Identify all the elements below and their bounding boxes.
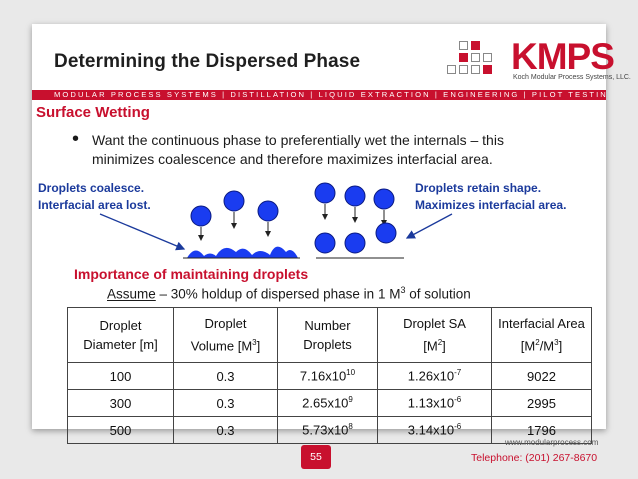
table-row: 300 0.3 2.65x109 1.13x10-6 2995 [67,389,592,417]
sa-base: 3.14x10 [407,422,455,438]
header-number: Number Droplets [277,307,378,363]
number-base: 5.73x10 [302,422,349,438]
assume-body: – 30% holdup of dispersed phase in 1 M [155,286,401,302]
footer-phone: Telephone: (201) 267-8670 [471,452,598,464]
assume-tail: of solution [405,286,471,302]
droplet-table: Droplet Diameter [m] Droplet Volume [M3]… [67,307,592,444]
sa-exponent: -7 [454,368,462,378]
number-exponent: 9 [348,395,353,405]
retained-droplet [375,222,397,244]
header-line1: Droplet SA [403,316,466,332]
page-number: 55 [301,445,331,469]
header-droplet-sa: Droplet SA [M2] [377,307,492,363]
bullet-text: Want the continuous phase to preferentia… [92,132,504,167]
falling-droplet [190,205,212,227]
header-exponent: 2 [437,338,443,348]
sa-base: 1.26x10 [407,368,455,384]
assume-word: Assume [107,286,156,302]
number-base: 2.65x10 [302,395,349,411]
header-tail: ] [442,338,446,354]
cell-interfacial-area: 1796 [491,416,592,444]
header-line1: Number [304,318,351,333]
header-line2: Diameter [m] [83,337,158,352]
cell-volume: 0.3 [173,389,278,417]
cell-volume: 0.3 [173,416,278,444]
header-line1: Droplet [204,316,247,332]
cell-droplet-sa: 1.26x10-7 [377,362,492,390]
header-diameter: Droplet Diameter [m] [67,307,174,363]
footer-url: www.modularprocess.com [505,438,599,447]
cell-diameter: 500 [67,416,174,444]
cell-diameter: 100 [67,362,174,390]
header-line2: [M [520,338,536,354]
cell-number: 7.16x1010 [277,362,378,390]
retain-label-line2: Maximizes interfacial area. [415,198,567,212]
retained-droplet [344,232,366,254]
table-row: 100 0.3 7.16x1010 1.26x10-7 9022 [67,362,592,390]
assume-exponent: 3 [400,285,406,295]
bullet-icon: • [72,128,80,150]
header-interfacial-area: Interfacial Area [M2/M3] [491,307,592,363]
coalesce-label: Droplets coalesce. Interfacial area lost… [38,180,151,214]
sa-exponent: -6 [454,395,462,405]
cell-interfacial-area: 9022 [491,362,592,390]
slide-title: Determining the Dispersed Phase [54,51,361,72]
logo-grid-icon [447,41,507,83]
logo-subtitle: Koch Modular Process Systems, LLC. [513,74,631,81]
importance-heading: Importance of maintaining droplets [74,266,309,282]
coalesce-pointer-arrow [99,213,186,251]
header-line1: Interfacial Area [498,316,585,332]
logo-wordmark: KMPS [511,36,615,77]
sa-exponent: -6 [454,422,462,432]
falling-droplet [344,185,366,207]
section-heading: Surface Wetting [36,104,150,121]
header-line2: [M [423,338,438,354]
number-exponent: 10 [346,368,356,378]
header-line2: Droplets [303,337,352,352]
header-exponent-2: 3 [554,338,559,348]
coalesce-label-line1: Droplets coalesce. [38,181,145,195]
header-exponent: 2 [535,338,540,348]
assumption-text: Assume – 30% holdup of dispersed phase i… [107,285,471,302]
cell-interfacial-area: 2995 [491,389,592,417]
retain-pointer-arrow [405,213,453,239]
falling-droplet [314,182,336,204]
retained-droplet [314,232,336,254]
cell-number: 2.65x109 [277,389,378,417]
header-line1: Droplet [99,318,142,333]
falling-droplet [223,190,245,212]
header-tail-2: ] [558,338,563,354]
cell-droplet-sa: 1.13x10-6 [377,389,492,417]
header-volume: Droplet Volume [M3] [173,307,278,363]
coalesce-label-line2: Interfacial area lost. [38,198,151,212]
sa-base: 1.13x10 [407,395,455,411]
cell-droplet-sa: 3.14x10-6 [377,416,492,444]
header-tail: /M [539,338,555,354]
cell-volume: 0.3 [173,362,278,390]
cell-number: 5.73x108 [277,416,378,444]
number-base: 7.16x10 [299,368,347,384]
retain-label-line1: Droplets retain shape. [415,181,542,195]
falling-droplet [257,200,279,222]
table-header-row: Droplet Diameter [m] Droplet Volume [M3]… [67,307,592,363]
header-tail: ] [256,338,261,354]
cell-diameter: 300 [67,389,174,417]
header-line2: Volume [M [190,338,253,354]
coalesced-film [187,246,298,258]
number-exponent: 8 [348,422,353,432]
services-banner: MODULAR PROCESS SYSTEMS | DISTILLATION |… [32,90,606,100]
retain-label: Droplets retain shape. Maximizes interfa… [415,180,566,214]
header-exponent: 3 [252,338,257,348]
table-row: 500 0.3 5.73x108 3.14x10-6 1796 [67,416,592,444]
falling-droplet [373,188,395,210]
